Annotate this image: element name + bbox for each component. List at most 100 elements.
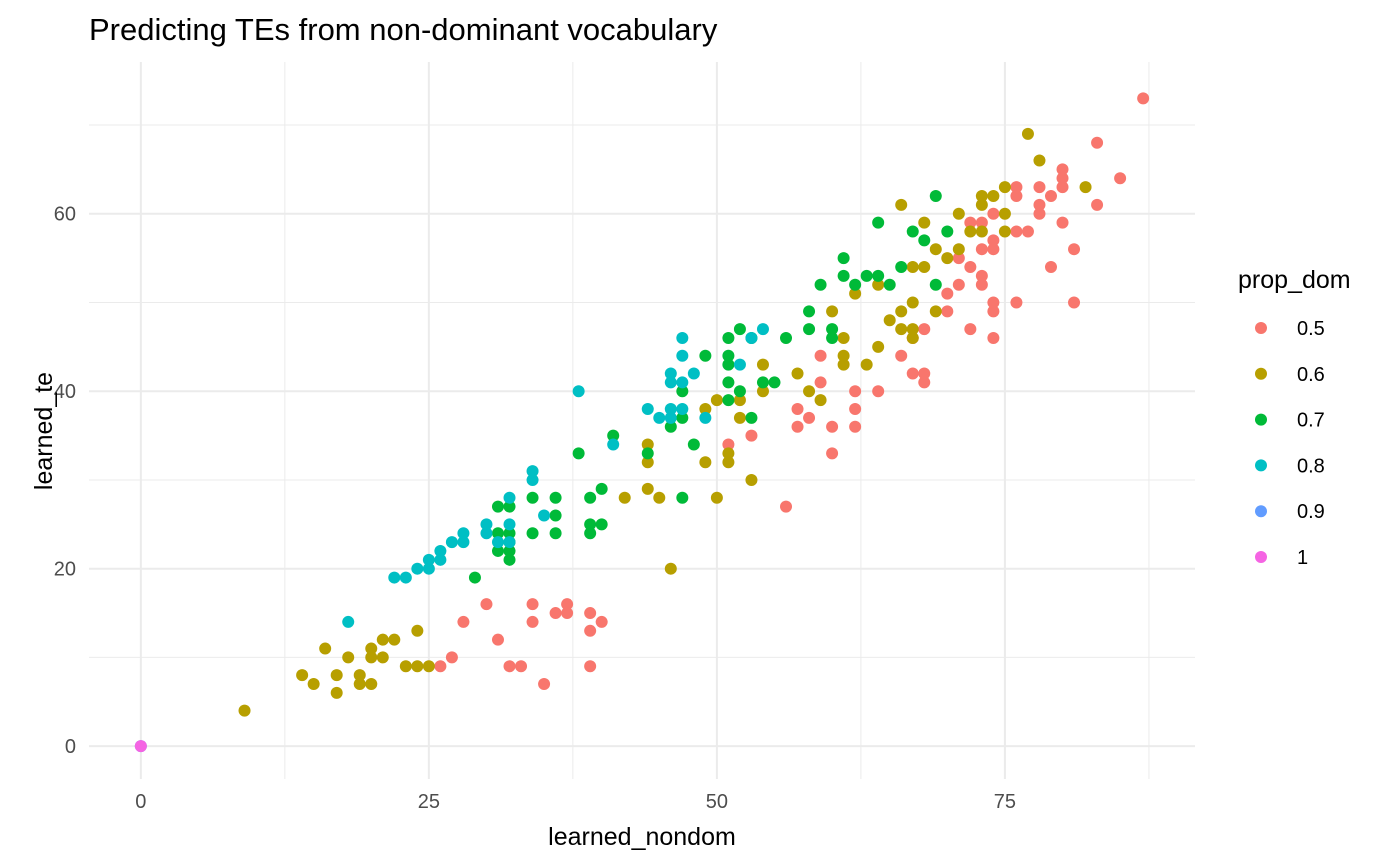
data-point <box>664 402 677 415</box>
data-point <box>503 491 516 504</box>
data-point <box>918 323 931 336</box>
data-point <box>803 411 816 424</box>
data-point <box>664 376 677 389</box>
data-point <box>572 385 585 398</box>
data-point <box>722 438 735 451</box>
data-point <box>756 323 769 336</box>
data-point <box>376 651 389 664</box>
data-point <box>526 465 539 478</box>
data-point <box>1033 198 1046 211</box>
data-point <box>826 420 839 433</box>
data-point <box>319 642 332 655</box>
data-point <box>826 447 839 460</box>
data-point <box>895 349 908 362</box>
data-point <box>676 385 689 398</box>
data-point <box>722 456 735 469</box>
y-tick-label: 40 <box>54 381 76 403</box>
data-point <box>987 305 1000 318</box>
data-point <box>872 278 885 291</box>
data-point <box>906 323 919 336</box>
data-point <box>791 402 804 415</box>
data-point <box>515 660 528 673</box>
data-point <box>826 331 839 344</box>
data-point <box>860 358 873 371</box>
data-point <box>607 438 620 451</box>
data-point <box>399 660 412 673</box>
data-point <box>445 651 458 664</box>
data-point <box>584 518 597 531</box>
data-point <box>883 314 896 327</box>
data-point <box>987 234 1000 247</box>
y-tick-label: 0 <box>65 736 76 758</box>
data-point <box>987 189 1000 202</box>
data-point <box>699 411 712 424</box>
data-point <box>641 482 654 495</box>
data-point <box>918 260 931 273</box>
data-point <box>849 402 862 415</box>
data-point <box>768 376 781 389</box>
data-point <box>780 500 793 513</box>
data-point <box>503 553 516 566</box>
data-point <box>134 740 147 753</box>
data-point <box>491 633 504 646</box>
data-point <box>468 571 481 584</box>
data-point <box>526 598 539 611</box>
data-point <box>549 491 562 504</box>
data-point <box>376 633 389 646</box>
data-point <box>929 278 942 291</box>
data-point <box>1010 225 1023 238</box>
data-point <box>584 624 597 637</box>
data-point <box>1079 181 1092 194</box>
data-point <box>641 447 654 460</box>
data-point <box>722 358 735 371</box>
data-point <box>491 544 504 557</box>
data-point <box>549 509 562 522</box>
data-point <box>676 411 689 424</box>
data-point <box>837 269 850 282</box>
data-point <box>1056 163 1069 176</box>
data-point <box>803 323 816 336</box>
data-point <box>526 527 539 540</box>
data-point <box>722 394 735 407</box>
legend: prop_dom 0.5 0.6 0.7 0.8 0.9 1 <box>1238 266 1351 569</box>
data-point <box>803 385 816 398</box>
data-point <box>549 607 562 620</box>
data-point <box>296 669 309 682</box>
data-point <box>1091 198 1104 211</box>
data-point <box>388 633 401 646</box>
data-point <box>641 402 654 415</box>
data-point <box>330 686 343 699</box>
data-point <box>733 411 746 424</box>
data-point <box>595 518 608 531</box>
data-point <box>895 198 908 211</box>
data-point <box>584 607 597 620</box>
data-point <box>1056 216 1069 229</box>
x-axis-ticks: 0 25 50 75 <box>135 791 1016 813</box>
data-point <box>998 225 1011 238</box>
data-points <box>134 92 1150 753</box>
data-point <box>584 660 597 673</box>
data-point <box>664 420 677 433</box>
data-point <box>975 243 988 256</box>
data-point <box>837 358 850 371</box>
data-point <box>1033 181 1046 194</box>
data-point <box>975 269 988 282</box>
legend-items: 0.5 0.6 0.7 0.8 0.9 1 <box>1255 318 1325 569</box>
data-point <box>618 491 631 504</box>
data-point <box>733 323 746 336</box>
data-point <box>353 669 366 682</box>
data-point <box>895 323 908 336</box>
data-point <box>1010 189 1023 202</box>
data-point <box>975 198 988 211</box>
data-point <box>895 260 908 273</box>
data-point <box>538 509 551 522</box>
data-point <box>353 678 366 691</box>
data-point <box>998 207 1011 220</box>
data-point <box>480 518 493 531</box>
data-point <box>687 438 700 451</box>
data-point <box>756 385 769 398</box>
data-point <box>422 660 435 673</box>
data-point <box>849 278 862 291</box>
data-point <box>526 473 539 486</box>
